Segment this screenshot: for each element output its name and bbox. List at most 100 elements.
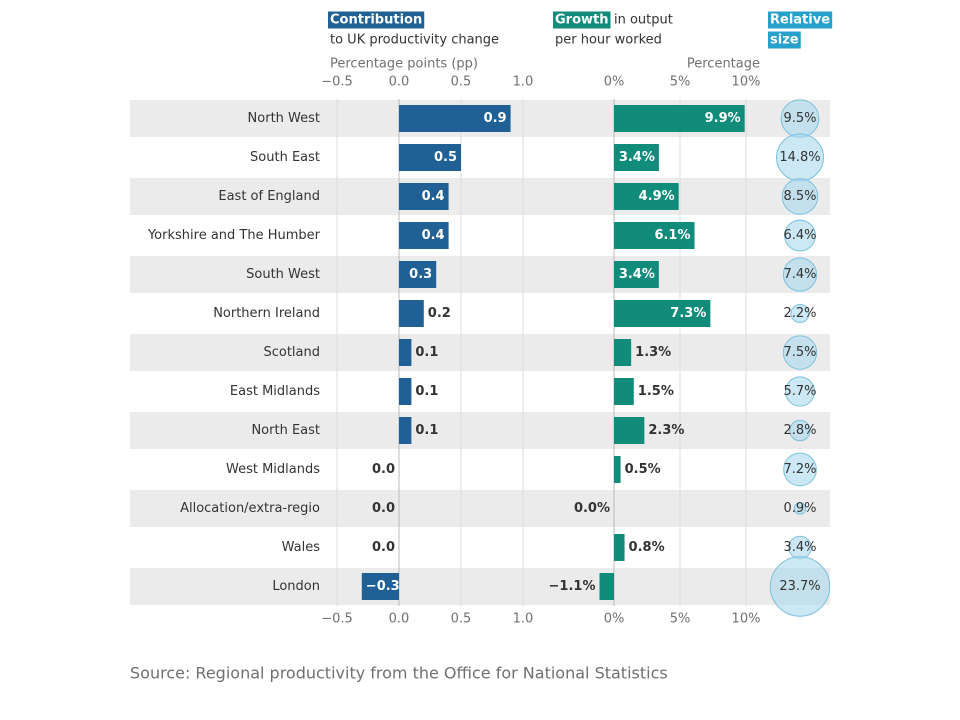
- data-label: 2.8%: [783, 423, 816, 438]
- subtitle: per hour worked: [555, 33, 662, 48]
- bar: [614, 183, 679, 210]
- data-label: 0.0: [372, 540, 395, 555]
- data-label: 4.9%: [639, 189, 675, 204]
- row-band: [130, 256, 830, 293]
- legend-swatch: [768, 31, 801, 49]
- data-label: 1.5%: [638, 384, 674, 399]
- bubble: [784, 219, 816, 252]
- data-label: 2.2%: [783, 306, 816, 321]
- category-label: North West: [248, 111, 320, 126]
- data-label: 0.1: [415, 345, 438, 360]
- category-label: West Midlands: [226, 462, 320, 477]
- bar: [399, 222, 449, 249]
- legend-title: Relative: [770, 13, 830, 28]
- bar: [399, 300, 424, 327]
- x-tick-label: 0.0: [389, 612, 410, 627]
- data-label: 0.8%: [629, 540, 665, 555]
- data-label: 3.4%: [619, 150, 655, 165]
- row-band: [130, 490, 830, 527]
- bar: [614, 456, 621, 483]
- subtitle: to UK productivity change: [330, 33, 499, 48]
- legend-title: size: [770, 33, 799, 48]
- x-tick-label: 5%: [670, 75, 691, 90]
- x-tick-label: 0.0: [389, 75, 410, 90]
- row-band: [130, 334, 830, 371]
- bubble: [782, 257, 818, 292]
- data-label: 0.1: [415, 423, 438, 438]
- x-tick-label: 0%: [604, 612, 625, 627]
- x-tick-label: −0.5: [321, 612, 353, 627]
- data-label: 0.3: [409, 267, 432, 282]
- data-label: 8.5%: [783, 189, 816, 204]
- bar: [614, 339, 632, 366]
- data-label: −1.1%: [549, 579, 596, 594]
- category-label: East Midlands: [230, 384, 320, 399]
- x-tick-label: 0%: [604, 75, 625, 90]
- bar: [614, 378, 634, 405]
- data-label: 0.9%: [783, 501, 816, 516]
- bubble: [789, 419, 811, 442]
- bubble: [782, 335, 818, 370]
- background: [130, 100, 830, 605]
- legend-swatch: [768, 11, 833, 29]
- bar: [399, 144, 461, 171]
- bar: [399, 105, 511, 132]
- row-band: [130, 568, 830, 605]
- data-label: 0.0%: [574, 501, 610, 516]
- bubble: [783, 452, 817, 487]
- data-label: 0.5%: [625, 462, 661, 477]
- data-label: 6.4%: [783, 228, 816, 243]
- row-band: [130, 412, 830, 449]
- category-label: South West: [246, 267, 320, 282]
- data-label: 9.5%: [783, 111, 816, 126]
- bubble: [784, 376, 816, 407]
- marks: 0.9 0.5 0.4 0.4 0.3 0.2 0.1 0.1 0.1 0.0 0.0 0.0 −0.3…: [361, 99, 831, 617]
- title-suffix: in output: [614, 13, 673, 28]
- category-label: South East: [250, 150, 320, 165]
- bubble: [790, 303, 810, 324]
- category-label: London: [272, 579, 320, 594]
- bar: [614, 222, 695, 249]
- category-label: Northern Ireland: [213, 306, 320, 321]
- source: Source: Regional productivity from the O…: [130, 664, 668, 683]
- axis-label: Percentage points (pp): [330, 57, 478, 72]
- data-label: 6.1%: [654, 228, 690, 243]
- bar: [614, 534, 625, 561]
- category-label: Wales: [282, 540, 321, 555]
- x-tick-label: 0.5: [451, 75, 472, 90]
- bar: [614, 300, 711, 327]
- data-label: −0.3: [366, 579, 400, 594]
- x-tick-label: 1.0: [513, 75, 534, 90]
- bubble: [781, 178, 819, 215]
- legend-swatch: [553, 11, 611, 29]
- data-label: 3.4%: [619, 267, 655, 282]
- bar: [614, 105, 745, 132]
- data-label: 0.4: [422, 228, 445, 243]
- category-label: Allocation/extra-regio: [180, 501, 320, 516]
- data-label: 0.1: [415, 384, 438, 399]
- x-tick-label: 10%: [732, 75, 761, 90]
- data-label: 7.3%: [670, 306, 706, 321]
- data-label: 0.4: [422, 189, 445, 204]
- category-label: Scotland: [263, 345, 320, 360]
- data-label: 2.3%: [648, 423, 684, 438]
- data-label: 9.9%: [705, 111, 741, 126]
- bubble: [793, 502, 807, 515]
- data-label: 0.5: [434, 150, 457, 165]
- legend-swatch: [328, 11, 425, 29]
- bar: [399, 378, 412, 405]
- bar: [599, 573, 614, 600]
- row-band: [130, 178, 830, 215]
- bar: [614, 417, 645, 444]
- bar: [361, 573, 399, 600]
- x-tick-label: 1.0: [513, 612, 534, 627]
- data-label: 3.4%: [783, 540, 816, 555]
- bar: [399, 261, 437, 288]
- axis-label: Percentage: [687, 57, 760, 72]
- data-label: 7.5%: [783, 345, 816, 360]
- data-label: 5.7%: [783, 384, 816, 399]
- bar: [399, 339, 412, 366]
- x-tick-label: 5%: [670, 612, 691, 627]
- bubble: [769, 556, 831, 617]
